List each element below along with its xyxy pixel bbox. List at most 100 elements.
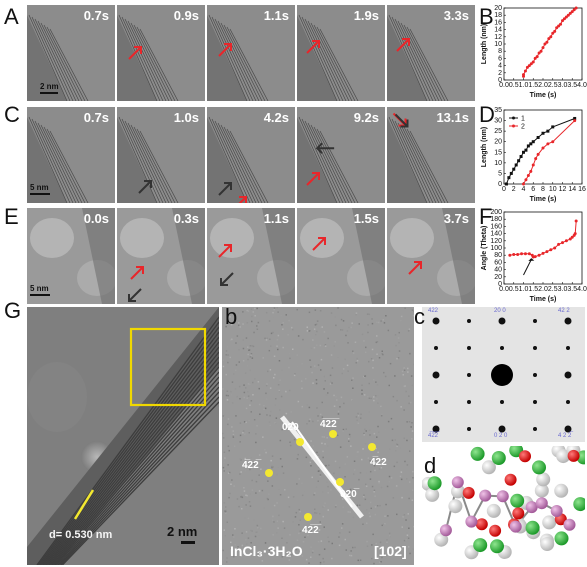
dark-arrow-icon [389,113,412,131]
fft-spot-3: 4̅22 [370,457,387,468]
tem-frame-a-4: 1.9s [297,5,385,101]
data-point [568,237,572,241]
legend-label: 2 [521,124,525,131]
data-point [562,17,566,21]
tem-frame-e-4: 1.5s [297,208,385,304]
data-point [533,255,537,259]
data-point [545,40,549,44]
panel-label-F: F [479,204,493,229]
data-point [553,246,557,250]
data-point [526,174,530,178]
timestamp-label: 0.7s [83,110,109,125]
y-tick-label: 20 [494,5,502,12]
chart-f: 0.0 0.5 1.0 1.5 2.0 2.5 3.0 3.5 4.0 0 20 40 60 80 100 1… [480,206,587,304]
data-point [545,250,549,254]
dark-arrow-icon [312,132,341,161]
y-tick-label: 8 [498,48,502,55]
y-tick-label: 16 [494,19,502,26]
annotation-arrow-head [528,258,535,261]
sub-label-c: c [414,304,425,329]
data-point [555,26,559,30]
series-line [509,220,577,258]
y-tick-label: 0 [498,77,502,84]
data-point [519,155,523,159]
data-point [525,65,529,69]
panel-label-A: A [4,4,19,29]
sim-label-4: 4̅2̅2̅ [428,433,439,439]
timestamp-label: 1.9s [353,8,379,23]
data-point [543,42,547,46]
data-point [570,10,574,14]
tem-frame-c-2: 1.0s [117,107,205,203]
legend-marker [512,124,515,128]
data-point [537,51,541,55]
red-arrow-icon [407,258,425,281]
y-tick-label: 18 [494,12,502,19]
crystal-model-gd [422,446,585,566]
data-point [522,73,525,77]
data-point [541,131,545,135]
fft-spot-2: 020 [282,422,299,433]
timestamp-label: 9.2s [353,110,379,125]
data-point [551,140,555,144]
y-tick-label: 160 [490,223,502,230]
data-point [549,35,553,39]
timestamp-label: 0.0s [83,211,109,226]
y-tick-label: 25 [494,128,502,135]
data-point [520,252,524,256]
red-arrow-icon [129,263,147,286]
y-axis-label: Length (nm) [481,127,488,167]
data-point [547,37,551,41]
red-arrow-icon [127,43,145,66]
y-tick-label: 5 [498,170,502,177]
y-tick-label: 14 [494,27,502,34]
x-tick-label: 3.5 [567,286,577,293]
data-point [570,235,574,239]
y-tick-label: 35 [494,107,502,114]
data-point [535,55,539,59]
data-point [551,125,555,129]
panel-label-D: D [479,102,495,127]
y-tick-label: 30 [494,118,502,125]
y-tick-label: 120 [490,238,502,245]
data-point [524,148,528,152]
simulated-diffraction-gc: 4̅2̅2̅ 2̅0 0 4̅2 2 4̅2̅2̅ 0 2 0 4 2 2̅ [422,307,585,442]
x-tick-label: 2.0 [538,82,548,89]
x-axis-label: Time (s) [530,196,557,203]
panel-label-C: C [4,102,20,127]
y-tick-label: 4 [498,63,502,70]
tem-frame-e-2: 0.3s [117,208,205,304]
sim-label-3: 4̅2 2 [558,308,570,314]
data-point [539,49,543,53]
fft-spot-5: 020̅ [340,489,357,500]
y-tick-label: 10 [494,160,502,167]
timestamp-label: 1.0s [173,110,199,125]
dark-arrow-icon [137,177,155,200]
sim-label-5: 0 2 0 [494,433,508,439]
data-point [564,239,568,243]
data-point [526,144,530,148]
timestamp-label: 13.1s [436,110,469,125]
chart-d: 0 2 4 6 8 10 12 14 16 0 5 10 15 20 25 30 35 Time (s) Lengt… [480,104,587,204]
y-tick-label: 100 [490,245,502,252]
scale-bar-g-label: 2 nm [167,524,198,539]
data-point [533,56,537,60]
x-tick-label: 0.0 [499,286,509,293]
y-tick-label: 200 [490,209,502,216]
legend-marker [512,116,515,120]
annotation-arrow [523,259,532,276]
x-tick-label: 0.0 [499,82,509,89]
sim-label-6: 4 2 2̅ [558,433,572,439]
tem-frame-a-5: 3.3s [387,5,475,101]
x-tick-label: 14 [568,186,576,193]
scale-bar-a-label: 2 nm [40,82,59,91]
red-arrow-icon [395,35,413,58]
data-point [574,219,578,223]
compound-label: InCl₃·3H₂O [230,543,303,559]
data-point [527,252,531,256]
tem-frame-e-1: 0.0s [27,208,115,304]
tem-frame-e-3: 1.1s [207,208,295,304]
y-tick-label: 80 [494,252,502,259]
x-tick-label: 1.5 [528,82,538,89]
data-point [512,252,516,256]
